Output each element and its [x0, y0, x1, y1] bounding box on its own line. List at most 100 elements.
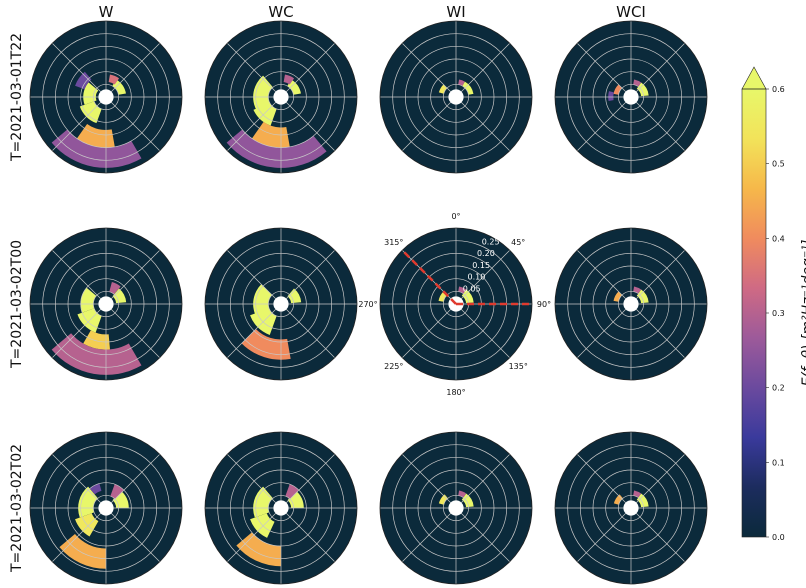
spectrum-cell [226, 129, 327, 168]
center-hole [98, 500, 114, 516]
center-hole [98, 296, 114, 312]
spectrum-cell [462, 81, 474, 95]
spectrum-cell [438, 84, 448, 94]
radial-tick-label: 0.10 [467, 273, 485, 282]
panel-wc-row0 [204, 20, 358, 174]
column-title-wc: WC [268, 3, 293, 21]
row-label-0: T=2021-03-01T22 [9, 33, 25, 162]
panel-border [554, 431, 708, 585]
panel-wi-row1: 0.05 0.10 0.15 0.20 0.25 0° 45° 90° 135° 180° 225°… [358, 212, 551, 397]
row-label-2: T=2021-03-02T02 [9, 444, 25, 573]
spectrum-cell [83, 330, 110, 350]
spectrum-cell [253, 102, 277, 126]
direction-label: 0° [451, 212, 460, 221]
spectrum-cell [461, 493, 474, 508]
spectrum-cell [461, 289, 474, 304]
spectrum-cell [285, 484, 299, 500]
spectrum-cell [636, 82, 649, 97]
direction-label: 270° [358, 300, 377, 309]
spectrum-patches [438, 79, 474, 95]
spectrum-cell [613, 291, 623, 302]
colorbar-label: E(f, θ) [m²Hz⁻¹deg⁻¹] [800, 240, 806, 387]
column-titles: W WC WI WCI [99, 3, 646, 21]
panel-wi-row2 [379, 431, 533, 585]
spectrum-cell [78, 486, 98, 518]
spectrum-patches [241, 284, 302, 360]
center-hole [623, 89, 639, 105]
direction-label: 90° [537, 300, 551, 309]
colorbar-extend-arrow [741, 66, 767, 90]
direction-label: 225° [384, 362, 403, 371]
spectrum-cell [287, 288, 302, 304]
column-title-wci: WCI [616, 3, 646, 21]
spectrum-cell [253, 284, 273, 316]
panel-wci-row0 [554, 20, 708, 174]
spectrum-cell [89, 483, 102, 495]
row-label-1: T=2021-03-02T00 [9, 240, 25, 369]
spectrum-cell [83, 82, 99, 105]
spectrum-cell [251, 121, 290, 148]
spectrum-cell [287, 490, 304, 508]
panel-border [204, 227, 358, 381]
colorbar-gradient [742, 89, 766, 537]
spectrum-cell [287, 79, 301, 95]
spectrum-cell [253, 75, 273, 111]
panel-w-row1 [29, 227, 183, 381]
spectrum-cell [109, 281, 121, 295]
spectrum-cell [608, 91, 614, 101]
spectrum-cell [75, 71, 92, 90]
center-hole [623, 500, 639, 516]
direction-label: 315° [384, 238, 403, 247]
colorbar-tick-label: 0.0 [772, 533, 785, 542]
panel-w-row0 [29, 20, 183, 174]
spectrum-cell [108, 74, 120, 85]
spectrum-cell [112, 79, 126, 95]
panel-border [554, 227, 708, 381]
row-labels: T=2021-03-01T22 T=2021-03-02T00 T=2021-0… [9, 33, 25, 573]
center-hole [623, 296, 639, 312]
spectrum-cell [236, 532, 281, 567]
colorbar-tick-label: 0.5 [772, 160, 785, 169]
column-title-wi: WI [446, 3, 465, 21]
panel-border [204, 20, 358, 174]
colorbar-tick-label: 0.3 [772, 309, 785, 318]
spectrum-cell [636, 289, 649, 304]
spectrum-cell [51, 129, 142, 168]
panel-wc-row2 [204, 431, 358, 585]
radial-tick-label: 0.25 [482, 237, 500, 246]
colorbar-tick-label: 0.6 [772, 85, 785, 94]
radial-tick-label: 0.20 [477, 249, 495, 258]
panel-border [29, 227, 183, 381]
panel-w-row2 [29, 431, 183, 585]
center-hole [98, 89, 114, 105]
direction-label: 45° [511, 238, 525, 247]
panel-grid: 0.05 0.10 0.15 0.20 0.25 0° 45° 90° 135° 180° 225°… [29, 20, 708, 585]
colorbar: 0.0 0.1 0.2 0.3 0.4 0.5 0.6 E(f, θ) [m²Hz⁻¹deg⁻… [741, 66, 806, 542]
spectrum-cell [112, 288, 127, 304]
spectrum-cell [283, 74, 295, 85]
radial-tick-label: 0.15 [472, 261, 490, 270]
direction-label: 135° [509, 362, 528, 371]
spectrum-cell [112, 490, 129, 508]
panel-border [379, 227, 533, 381]
highlight-direction-line [401, 249, 457, 305]
spectrum-cell [636, 493, 649, 508]
spectrum-patches [608, 79, 649, 101]
center-hole [273, 296, 289, 312]
direction-label: 180° [446, 388, 465, 397]
center-hole [273, 500, 289, 516]
spectrum-patches [226, 74, 327, 168]
spectrum-cell [253, 486, 273, 518]
panel-wc-row1 [204, 227, 358, 381]
radial-tick-label: 0.05 [463, 284, 481, 293]
panel-border [29, 20, 183, 174]
column-title-w: W [99, 3, 114, 21]
panel-wci-row1 [554, 227, 708, 381]
panel-wi-row0 [379, 20, 533, 174]
panel-border [29, 431, 183, 585]
panel-wci-row2 [554, 431, 708, 585]
center-hole [273, 89, 289, 105]
spectrum-cell [613, 494, 623, 505]
center-hole [448, 500, 464, 516]
